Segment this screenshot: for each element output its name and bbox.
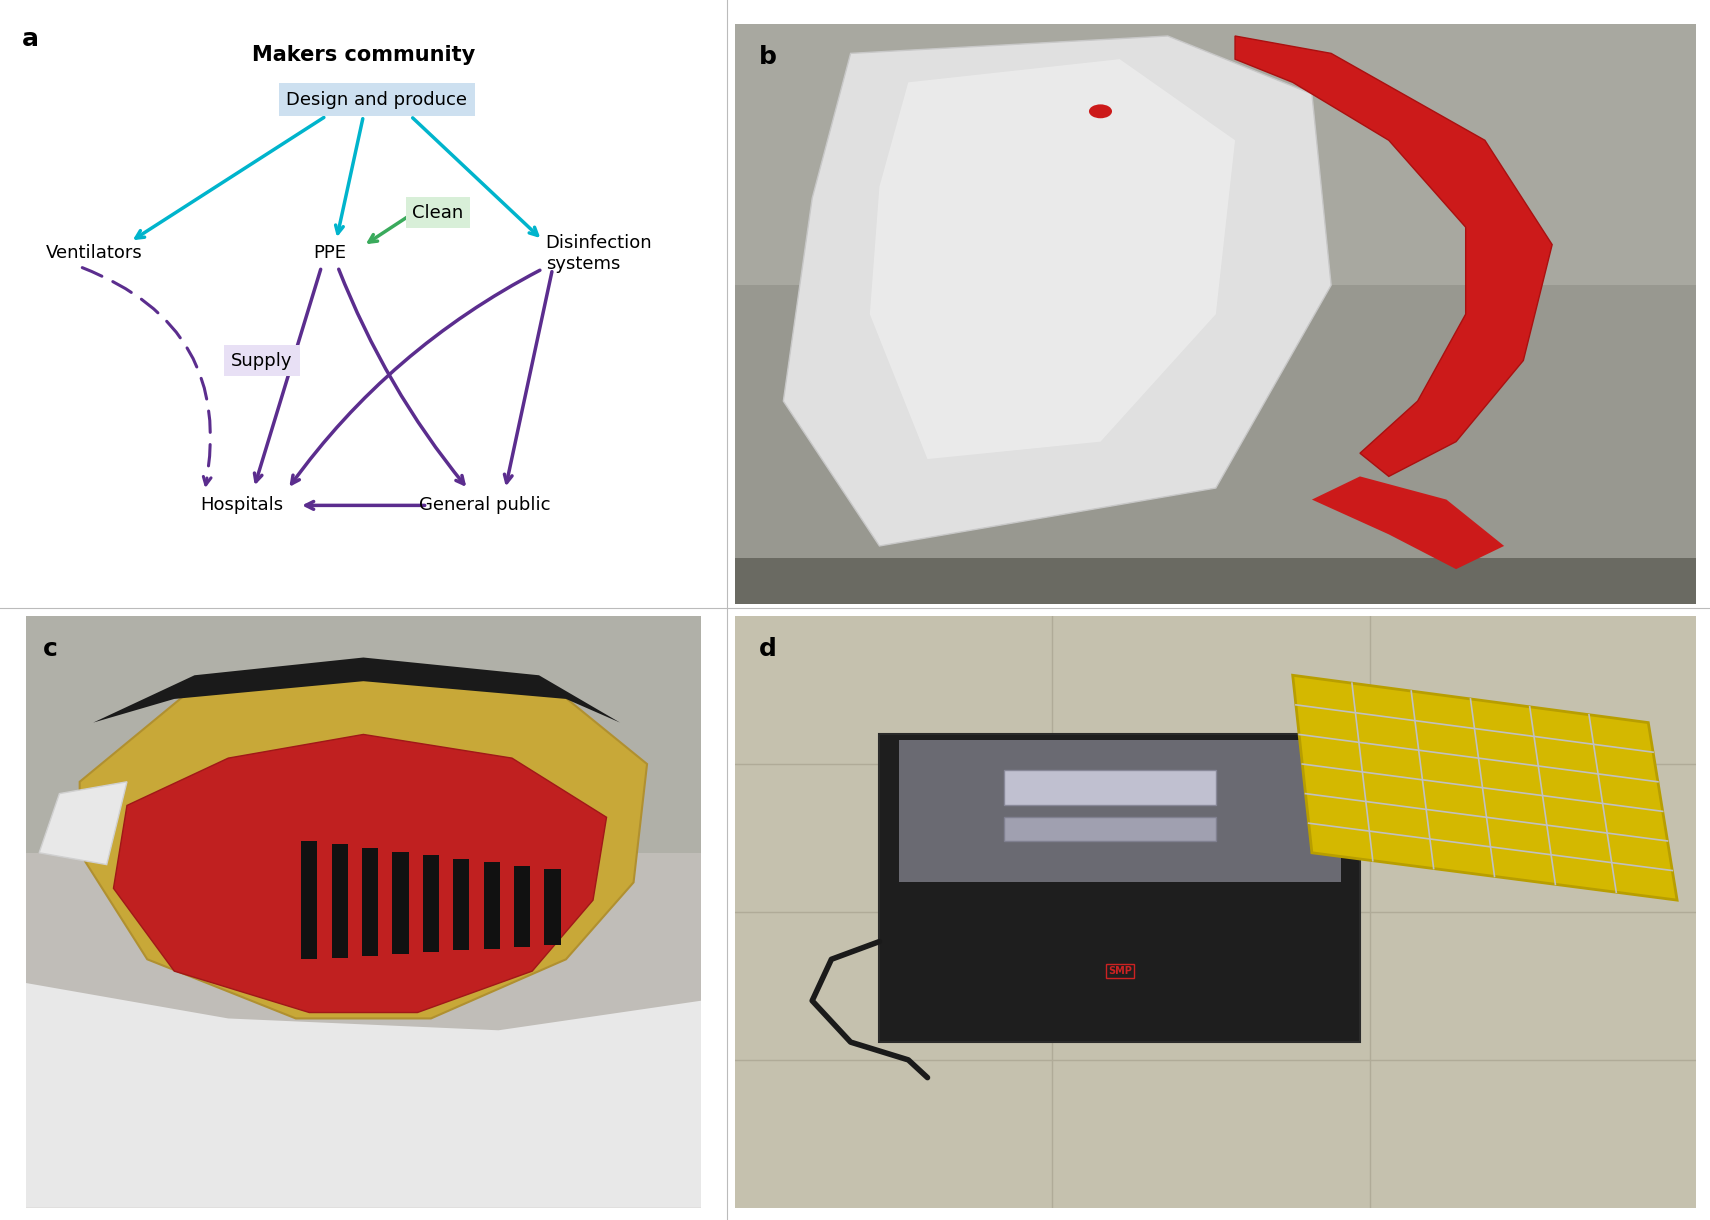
Text: b: b xyxy=(759,45,778,68)
Polygon shape xyxy=(879,734,1359,1042)
Circle shape xyxy=(1089,105,1112,118)
Polygon shape xyxy=(453,859,470,950)
Polygon shape xyxy=(80,664,646,1019)
Text: Ventilators: Ventilators xyxy=(46,244,142,262)
Text: Clean: Clean xyxy=(412,204,463,222)
Bar xyxy=(26,616,701,853)
Text: Disinfection
systems: Disinfection systems xyxy=(545,234,653,273)
Text: d: d xyxy=(759,637,778,661)
Polygon shape xyxy=(783,37,1330,547)
Text: Design and produce: Design and produce xyxy=(286,90,467,109)
Polygon shape xyxy=(870,60,1235,459)
Polygon shape xyxy=(332,844,347,958)
Polygon shape xyxy=(301,841,318,959)
Text: a: a xyxy=(22,27,39,51)
Polygon shape xyxy=(1235,37,1553,476)
Polygon shape xyxy=(1312,476,1505,569)
Text: General public: General public xyxy=(419,497,551,515)
Text: Supply: Supply xyxy=(231,351,292,370)
Polygon shape xyxy=(515,866,530,947)
Polygon shape xyxy=(363,848,378,955)
Text: SMP: SMP xyxy=(1108,966,1132,976)
Bar xyxy=(735,24,1696,285)
Bar xyxy=(735,285,1696,604)
Polygon shape xyxy=(422,855,439,952)
Polygon shape xyxy=(26,983,701,1208)
Text: c: c xyxy=(43,637,58,661)
Polygon shape xyxy=(899,741,1341,882)
Text: PPE: PPE xyxy=(313,244,345,262)
Polygon shape xyxy=(113,734,607,1013)
Polygon shape xyxy=(1293,676,1678,900)
Polygon shape xyxy=(544,870,561,946)
Polygon shape xyxy=(94,658,621,722)
Bar xyxy=(735,558,1696,604)
Text: Hospitals: Hospitals xyxy=(200,497,284,515)
Bar xyxy=(1004,817,1216,841)
Bar xyxy=(1004,770,1216,805)
Polygon shape xyxy=(484,863,499,949)
Polygon shape xyxy=(39,782,127,865)
Polygon shape xyxy=(392,852,409,954)
Text: Makers community: Makers community xyxy=(251,45,475,65)
